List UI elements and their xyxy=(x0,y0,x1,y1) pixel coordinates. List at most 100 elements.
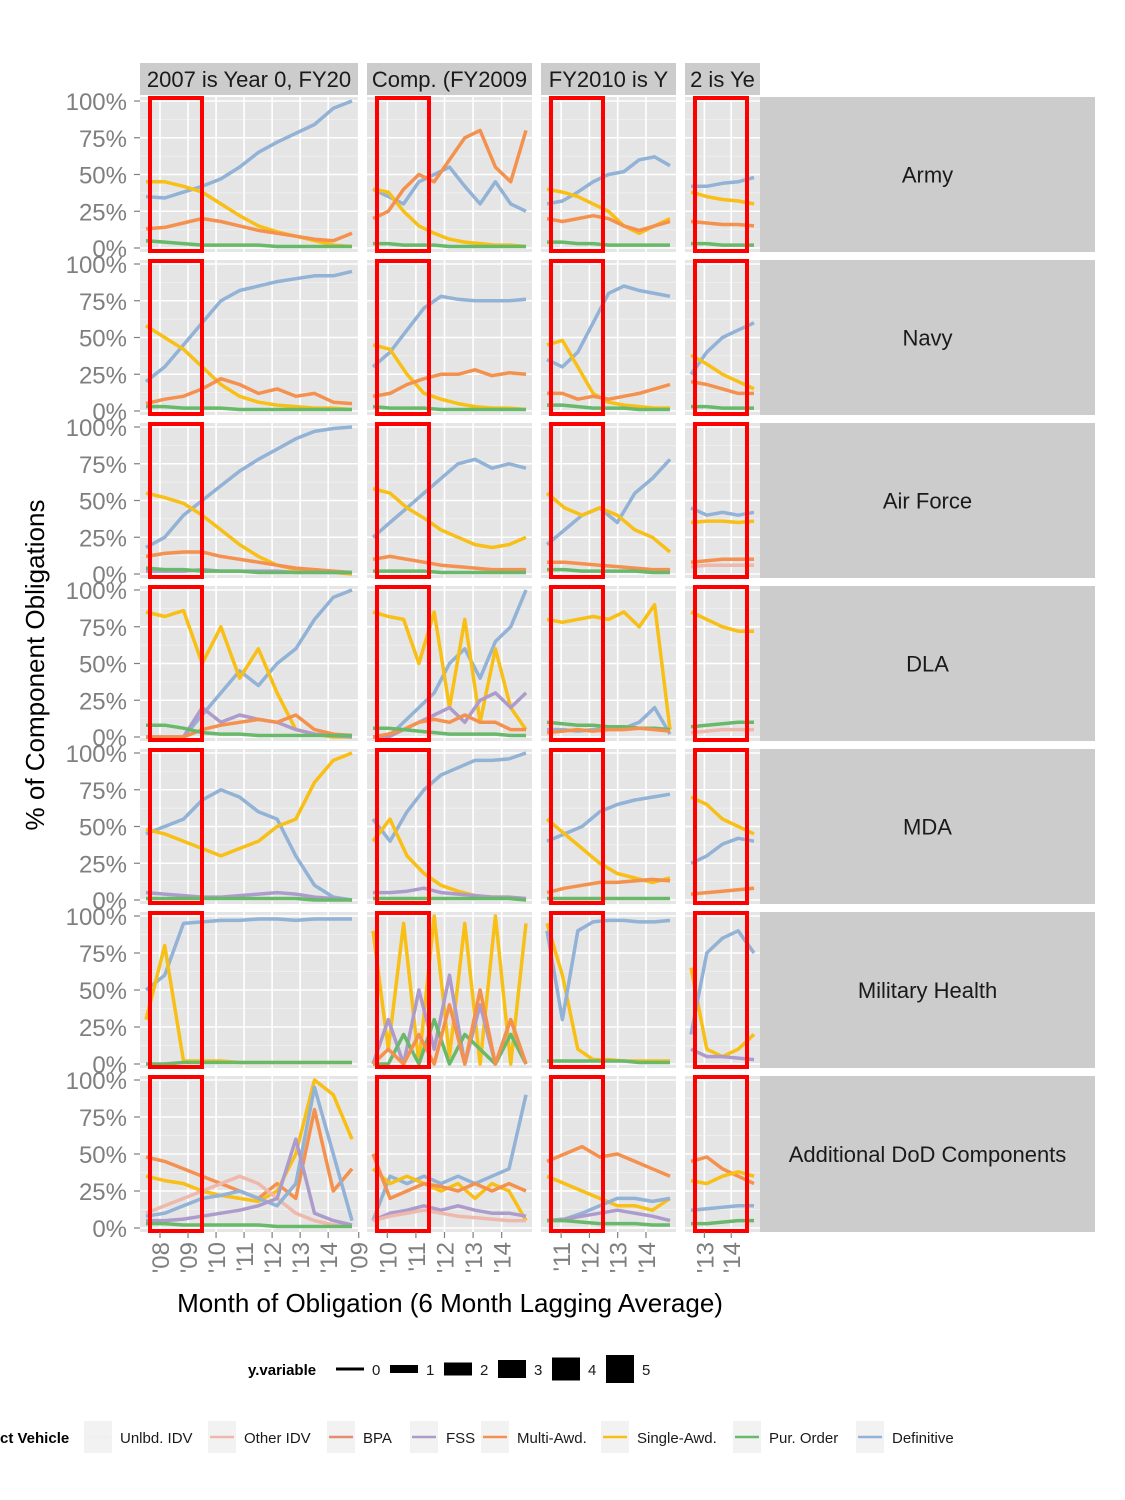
series-line-pur-order xyxy=(691,241,754,247)
legend-label: BPA xyxy=(363,1430,392,1447)
y-tick-label: 100% xyxy=(66,89,127,116)
x-tick-label: '09 xyxy=(347,1242,374,1273)
y-tick-label: 75% xyxy=(79,941,127,968)
series-line-single-awd xyxy=(546,338,670,410)
column-strip-bg xyxy=(140,63,358,95)
series-line-definitive xyxy=(545,458,672,546)
facet-strips: 2007 is Year 0, FY20 Comp. (FY2009 FY2010 … xyxy=(140,63,1095,1232)
facet-panel xyxy=(357,259,532,416)
highlight-box xyxy=(375,259,431,416)
facet-panel xyxy=(140,748,358,905)
series-line-single-awd xyxy=(690,795,755,836)
x-tick-label: '11 xyxy=(232,1242,259,1272)
y-tick-label: 25% xyxy=(79,1015,127,1042)
facet-panel xyxy=(541,585,676,742)
row-strip: Army xyxy=(760,97,1095,252)
series-line-definitive xyxy=(690,506,755,517)
series-line-single-awd xyxy=(145,1078,354,1204)
y-tick-label: 100% xyxy=(66,252,127,279)
x-tick-label: '12 xyxy=(260,1242,287,1273)
facet-panel xyxy=(541,96,676,253)
series-line-multi-awd xyxy=(145,550,353,575)
series-line-definitive xyxy=(545,918,671,1022)
row-strip-label: MDA xyxy=(903,815,952,840)
highlight-box xyxy=(148,1075,204,1233)
facet-panel xyxy=(541,748,676,905)
y-tick-label: 50% xyxy=(79,652,127,679)
series-line-fss xyxy=(372,1204,527,1223)
y-tick-label: 50% xyxy=(79,326,127,353)
series-line-single-awd xyxy=(371,914,528,1066)
y-tick-label: 0% xyxy=(92,236,127,263)
series-line-definitive xyxy=(371,294,527,369)
x-axis-title: Month of Obligation (6 Month Lagging Ave… xyxy=(177,1288,723,1318)
series-line-multi-awd xyxy=(690,219,755,228)
series-line-other-idv xyxy=(372,1208,526,1223)
series-line-definitive xyxy=(689,929,756,1035)
y-tick-label: 75% xyxy=(79,126,127,153)
series-line-fss xyxy=(146,1137,353,1227)
facet-panel xyxy=(357,911,532,1069)
y-tick-label: 25% xyxy=(79,851,127,878)
column-strip-label: 2 is Ye xyxy=(690,67,755,92)
series-line-multi-awd xyxy=(372,554,526,572)
column-strip-bg xyxy=(541,63,676,95)
series-line-definitive xyxy=(691,175,755,189)
series-line-multi-awd xyxy=(547,560,670,572)
highlight-box xyxy=(549,1075,605,1233)
size-legend-label: 4 xyxy=(588,1362,596,1379)
highlight-box xyxy=(148,96,204,253)
legend-label: Multi-Awd. xyxy=(517,1430,587,1447)
legend-label: Definitive xyxy=(892,1430,954,1447)
series-line-single-awd xyxy=(690,610,754,633)
y-tick-label: 75% xyxy=(79,452,127,479)
y-tick-label: 100% xyxy=(66,904,127,931)
series-line-pur-order xyxy=(146,723,352,738)
series-line-pur-order xyxy=(145,238,352,249)
series-line-pur-order xyxy=(691,1218,754,1226)
series-line-multi-awd xyxy=(372,368,527,399)
highlight-box xyxy=(375,1075,431,1233)
series-line-fss xyxy=(690,1047,755,1062)
series-line-pur-order xyxy=(373,726,526,738)
series-line-multi-awd xyxy=(546,1144,671,1178)
y-tick-label: 0% xyxy=(92,1216,127,1243)
series-line-multi-awd xyxy=(690,886,755,896)
facet-panel xyxy=(685,259,760,416)
series-line-pur-order xyxy=(547,1059,670,1065)
y-tick-label: 50% xyxy=(79,815,127,842)
series-line-pur-order xyxy=(146,404,352,412)
row-strip: Air Force xyxy=(760,423,1095,578)
highlight-box xyxy=(148,259,204,416)
facet-panel xyxy=(140,259,358,416)
row-strip-bg xyxy=(760,423,1095,578)
y-tick-label: 0% xyxy=(92,399,127,426)
row-strip-label: Army xyxy=(902,163,953,188)
size-legend-label: 5 xyxy=(642,1362,650,1379)
highlight-box xyxy=(148,748,204,905)
series-line-definitive xyxy=(144,917,352,992)
series-line-single-awd xyxy=(690,519,755,525)
series-line-pur-order xyxy=(145,566,352,575)
x-tick-label: '14 xyxy=(634,1242,661,1273)
row-strip-bg xyxy=(760,749,1095,904)
highlight-box xyxy=(693,422,749,579)
y-tick-label: 50% xyxy=(79,163,127,190)
facet-panel xyxy=(357,1075,532,1233)
series-line-pur-order xyxy=(691,404,754,410)
y-tick-label: 25% xyxy=(79,1179,127,1206)
facet-panel xyxy=(140,1075,358,1233)
series-line-definitive xyxy=(145,99,353,200)
series-line-fss xyxy=(145,890,353,902)
highlight-box xyxy=(693,1075,749,1233)
row-strip-bg xyxy=(760,260,1095,415)
row-strip-label: DLA xyxy=(906,652,949,677)
series-line-single-awd xyxy=(690,353,755,391)
highlight-box xyxy=(375,585,431,742)
facet-panel xyxy=(357,96,532,253)
series-line-pur-order xyxy=(146,1221,352,1229)
row-strip: Navy xyxy=(760,260,1095,415)
row-strip: DLA xyxy=(760,586,1095,741)
row-strip-label: Navy xyxy=(902,326,952,351)
series-line-multi-awd xyxy=(371,988,528,1066)
